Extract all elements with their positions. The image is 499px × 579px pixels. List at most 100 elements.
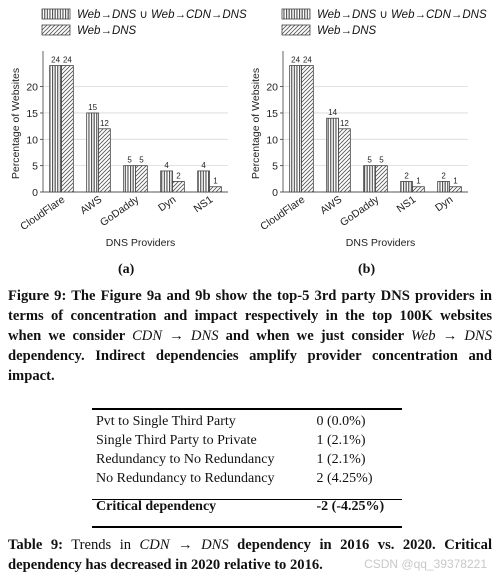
table-row-value: 1 (2.1%) xyxy=(316,433,366,448)
panel-b-bar xyxy=(338,128,351,193)
panel-a-legend-label: Web→DNS ∪ Web→CDN→DNS xyxy=(77,9,247,21)
panel-b-ytick-label: 20 xyxy=(266,82,278,94)
panel-a-bar xyxy=(98,128,111,193)
table-row-label: Redundancy to No Redundancy xyxy=(96,452,275,467)
panel-a-bar xyxy=(123,165,136,193)
panel-b-bar xyxy=(326,117,339,193)
panel-b-xtick-label: Dyn xyxy=(433,194,455,215)
table-row: Redundancy to No Redundancy 1 (2.1%) xyxy=(92,451,402,470)
table-row: Pvt to Single Third Party 0 (0.0%) xyxy=(92,408,402,432)
panel-a-bar xyxy=(160,170,173,193)
panel-b-xtick-label: NS1 xyxy=(395,194,419,216)
panel-a-bar-value-label: 4 xyxy=(164,161,169,170)
panel-b-ytick-label: 15 xyxy=(266,108,278,120)
panel-b-label: (b) xyxy=(358,262,376,277)
panel-a-legend: Web→DNS ∪ Web→CDN→DNS Web→DNS xyxy=(41,8,247,37)
panel-a-xlabel: DNS Providers xyxy=(106,237,175,249)
table-row-value: 2 (4.25%) xyxy=(316,471,373,486)
panel-a-bar xyxy=(209,186,222,193)
panel-b-ytick-label: 5 xyxy=(272,161,278,173)
table-total-value: -2 (-4.25%) xyxy=(316,499,385,514)
panel-a-label: (a) xyxy=(118,262,135,277)
figure-caption-text-2: and when we just consider xyxy=(218,328,411,344)
figure-caption-text-3: dependency. Indirect dependencies amplif… xyxy=(8,348,492,384)
panel-b-legend-swatch xyxy=(281,8,311,20)
table-row-value: 1 (2.1%) xyxy=(316,452,366,467)
panel-b-legend: Web→DNS ∪ Web→CDN→DNS Web→DNS xyxy=(281,8,487,37)
watermark: CSDN @qq_39378221 xyxy=(364,557,487,571)
panel-a-bar-value-label: 5 xyxy=(139,156,144,165)
panel-a-bar-value-label: 4 xyxy=(201,161,206,170)
panel-a-xtick-label: CloudFlare xyxy=(18,194,67,233)
panel-a-ytick-label: 5 xyxy=(32,161,38,173)
panel-b-bar-value-label: 14 xyxy=(328,108,337,117)
panel-b-bar-value-label: 12 xyxy=(340,119,349,128)
panel-b-chart: Web→DNS ∪ Web→CDN→DNSWeb→DNS05101520Perc… xyxy=(250,8,487,249)
panel-a-xtick-label: NS1 xyxy=(192,194,216,216)
panel-a-bar xyxy=(49,65,62,193)
table-caption-prefix: Table 9: xyxy=(8,537,63,553)
panel-b-ytick-label: 0 xyxy=(272,187,278,199)
panel-b-bar-value-label: 5 xyxy=(367,156,372,165)
panel-b-bar-value-label: 1 xyxy=(453,177,458,186)
table-row: Single Third Party to Private 1 (2.1%) xyxy=(92,432,402,451)
panel-b-bar-value-label: 2 xyxy=(404,171,409,180)
panel-a-ytick-label: 20 xyxy=(26,82,38,94)
panel-b-bar-value-label: 1 xyxy=(416,177,421,186)
panel-b-bar xyxy=(375,165,388,193)
panel-a-bar-value-label: 12 xyxy=(100,119,109,128)
panel-a-legend-swatch xyxy=(41,24,71,36)
panel-a-legend-label: Web→DNS xyxy=(77,25,137,37)
panel-b-bar-value-label: 2 xyxy=(441,171,446,180)
table-top-rule xyxy=(92,408,402,410)
panel-b-bar xyxy=(437,181,450,193)
table-total-label: Critical dependency xyxy=(96,499,217,514)
table-caption: Table 9: Trends in CDN → DNS dependency … xyxy=(8,535,492,575)
figure-caption-math-2: Web → DNS xyxy=(410,328,492,344)
panel-b-xtick-label: GoDaddy xyxy=(338,193,382,229)
panel-b-bar xyxy=(289,65,302,193)
table-caption-math: CDN → DNS xyxy=(139,537,229,553)
panel-a-xtick-label: GoDaddy xyxy=(98,193,142,229)
panel-b-legend-swatch xyxy=(281,24,311,36)
table-row-label: Single Third Party to Private xyxy=(96,433,257,448)
table-row-value: 0 (0.0%) xyxy=(316,414,366,429)
table-row-label: No Redundancy to Redundancy xyxy=(96,471,275,486)
panel-b-bar-value-label: 5 xyxy=(379,156,384,165)
figure-caption-math-1: CDN → DNS xyxy=(132,328,219,344)
panel-a-ytick-label: 0 xyxy=(32,187,38,199)
panel-a-ylabel: Percentage of Websites xyxy=(10,68,22,179)
panel-a-bar xyxy=(86,112,99,193)
panel-b-bar xyxy=(412,186,425,193)
panel-b-legend-label: Web→DNS xyxy=(317,25,377,37)
panel-a-legend-swatch xyxy=(41,8,71,20)
table-9: Pvt to Single Third Party 0 (0.0%) Singl… xyxy=(92,408,402,518)
table-bottom-rule xyxy=(92,526,402,528)
panel-b-ylabel: Percentage of Websites xyxy=(250,68,262,179)
panel-b-legend-label: Web→DNS ∪ Web→CDN→DNS xyxy=(317,9,487,21)
panel-a-xtick-label: AWS xyxy=(78,194,104,217)
table-row: No Redundancy to Redundancy 2 (4.25%) xyxy=(92,470,402,494)
panel-a-ytick-label: 10 xyxy=(26,134,38,146)
figure-caption-text-1: The Figure 9a and 9b show the top-5 3rd … xyxy=(8,288,492,344)
table-caption-text-1: Trends in xyxy=(62,537,140,553)
panel-b-xtick-label: CloudFlare xyxy=(258,194,307,233)
panel-a-bar-value-label: 24 xyxy=(51,56,60,65)
panel-b-ytick-label: 10 xyxy=(266,134,278,146)
table-caption-text-2: dependency in 2016 vs. 2020. Critical de… xyxy=(8,537,493,573)
panel-b-bar xyxy=(449,186,462,193)
table-total-row: Critical dependency -2 (-4.25%) xyxy=(92,493,402,518)
panel-a-bar-value-label: 5 xyxy=(127,156,132,165)
panel-a-bar-value-label: 15 xyxy=(88,103,97,112)
panel-b-xtick-label: AWS xyxy=(318,194,344,217)
figure-caption-prefix: Figure 9: xyxy=(8,288,67,304)
figure-caption: Figure 9: The Figure 9a and 9b show the … xyxy=(8,286,492,386)
figure-9: Web→DNS ∪ Web→CDN→DNSWeb→DNS05101520Perc… xyxy=(10,8,487,249)
panel-a-bar xyxy=(197,170,210,193)
table-row-label: Pvt to Single Third Party xyxy=(96,414,236,429)
panel-a-xtick-label: Dyn xyxy=(156,194,178,215)
panel-a-bar-value-label: 1 xyxy=(213,177,218,186)
panel-a-bar-value-label: 24 xyxy=(63,56,72,65)
table-mid-rule xyxy=(92,499,402,500)
panel-b-bar-value-label: 24 xyxy=(303,56,312,65)
